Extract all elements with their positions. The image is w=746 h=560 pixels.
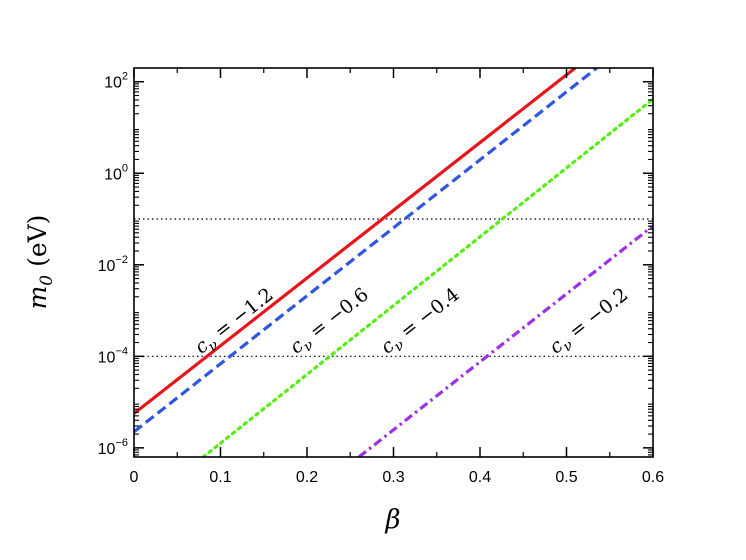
x-tick-label: 0.2 xyxy=(296,469,318,486)
y-tick-label: 10−4 xyxy=(98,345,128,366)
series-layer xyxy=(134,68,653,457)
x-tick-label: 0.1 xyxy=(209,469,231,486)
curve-label-1: cν = −0.6 xyxy=(286,284,375,362)
y-tick-label: 100 xyxy=(104,162,128,183)
curve-label-0: cν = −1.2 xyxy=(191,284,280,362)
axis-ticks: 0 0.1 0.2 0.3 0.4 0.5 0.6 10−6 10−4 10−2 100 102 xyxy=(98,68,664,486)
y-tick-label: 102 xyxy=(104,71,128,92)
y-tick-label: 10−2 xyxy=(98,254,128,275)
curve-annotations: cν = −1.2 cν = −0.6 cν = −0.4 cν = −0.2 xyxy=(191,284,634,362)
x-tick-label: 0.5 xyxy=(555,469,577,486)
series-line-0 xyxy=(134,68,577,415)
series-line-1 xyxy=(134,68,598,434)
curve-label-2: cν = −0.4 xyxy=(377,284,466,362)
x-tick-label: 0 xyxy=(130,469,139,486)
x-axis-title: β xyxy=(384,505,400,535)
reference-lines xyxy=(134,218,653,357)
y-axis-title: m0 (eV) xyxy=(23,215,57,310)
x-tick-label: 0.4 xyxy=(469,469,491,486)
series-line-2 xyxy=(201,97,653,457)
curve-label-3: cν = −0.2 xyxy=(545,284,634,362)
y-tick-label: 10−6 xyxy=(98,437,128,458)
plot-frame xyxy=(133,67,654,458)
x-tick-label: 0.6 xyxy=(642,469,664,486)
x-tick-label: 0.3 xyxy=(382,469,404,486)
series-line-3 xyxy=(357,224,653,457)
